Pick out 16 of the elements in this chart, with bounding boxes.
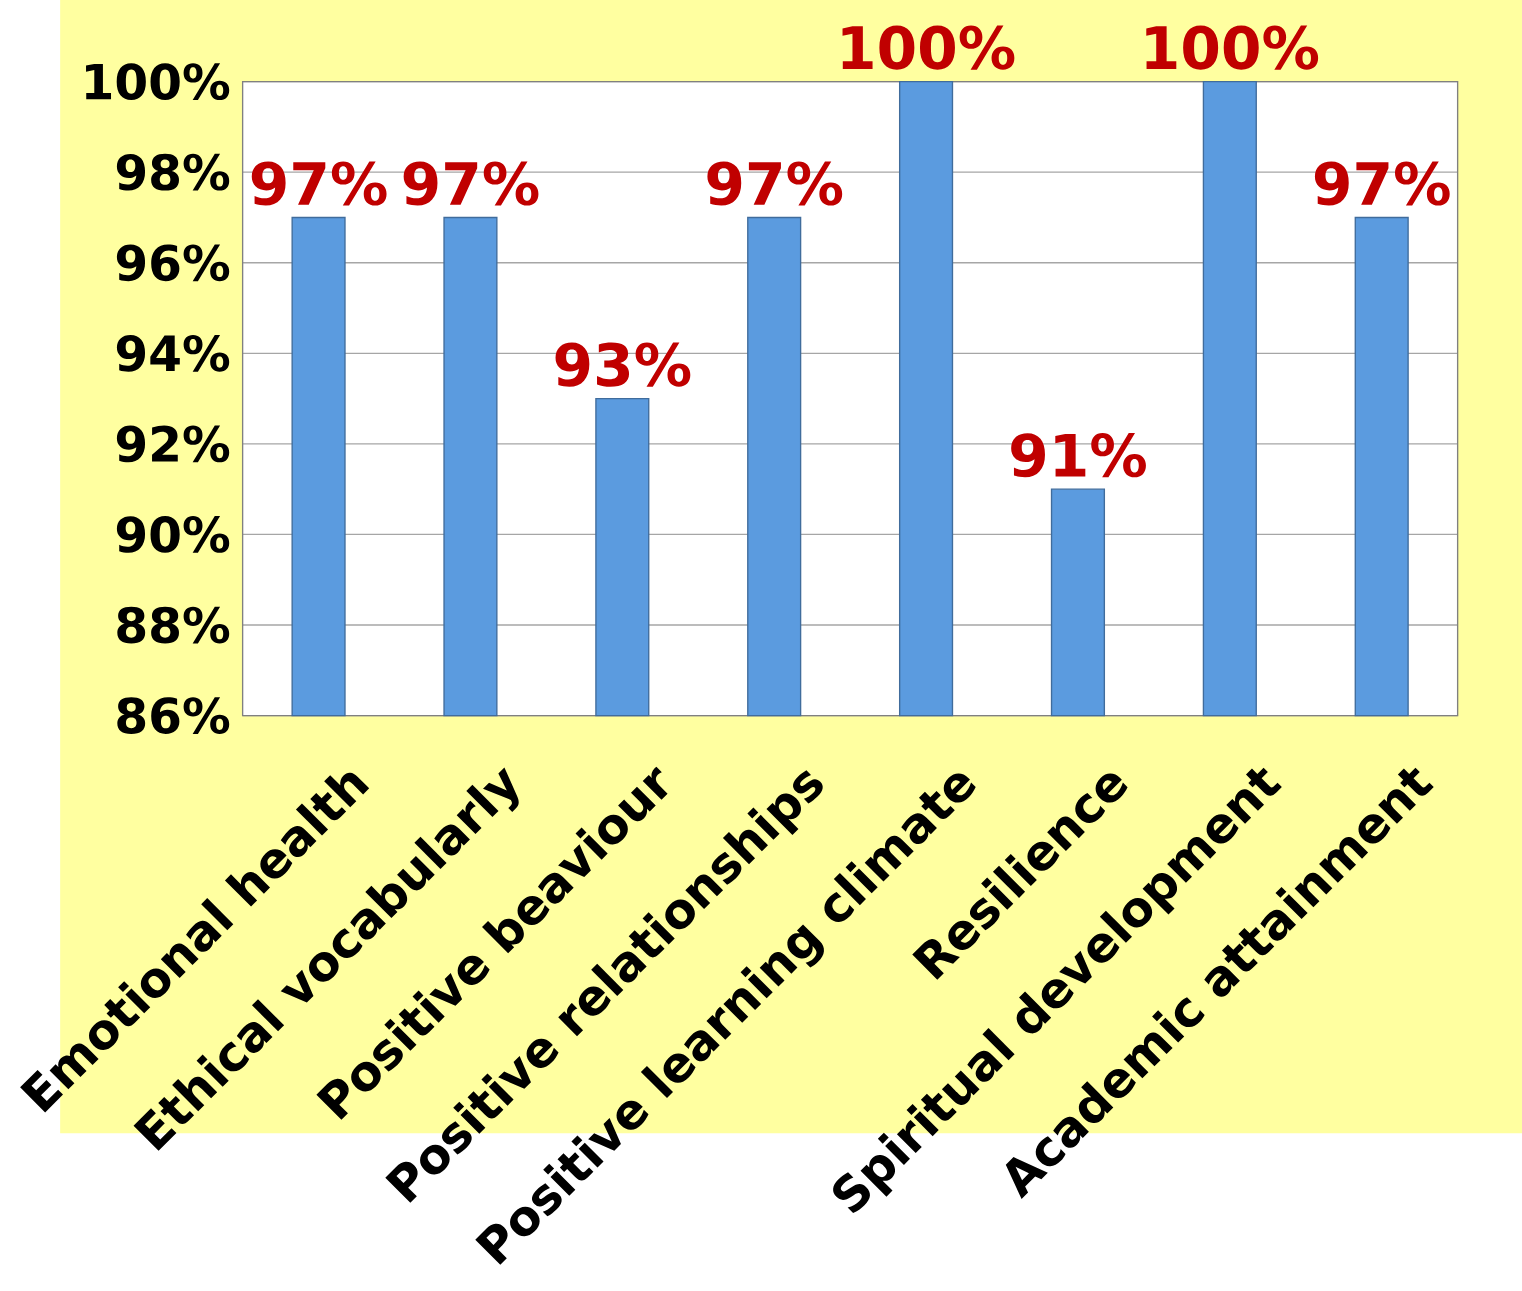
data-label: 100% <box>842 25 1015 70</box>
y-tick-label: 98% <box>116 153 230 191</box>
y-tick-label: 92% <box>116 425 230 463</box>
y-tick-label: 96% <box>116 244 230 282</box>
y-tick-label: 90% <box>116 515 230 553</box>
data-label: 97% <box>403 161 539 206</box>
y-tick-label: 86% <box>117 697 230 734</box>
y-tick-label: 94% <box>116 334 230 372</box>
data-label: 100% <box>1146 25 1319 70</box>
data-label: 91% <box>1011 433 1146 478</box>
data-label: 97% <box>1314 161 1450 206</box>
y-tick-label: 88% <box>117 606 230 644</box>
data-label: 97% <box>707 161 843 206</box>
y-tick-label: 100% <box>86 63 230 100</box>
data-label: 93% <box>555 342 691 387</box>
data-label: 97% <box>251 161 387 206</box>
